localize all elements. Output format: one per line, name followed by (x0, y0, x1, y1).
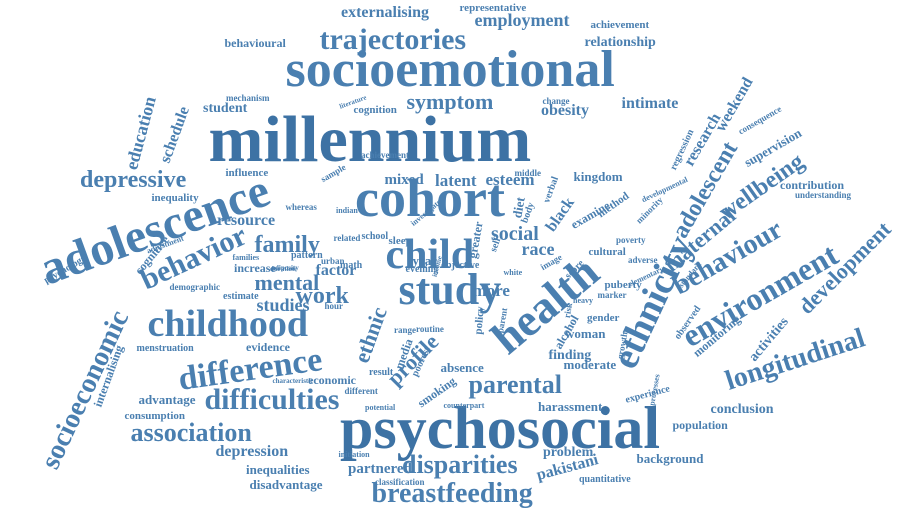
word-advantage: advantage (139, 393, 196, 406)
word-schedule: schedule (157, 105, 192, 166)
word-intimate: intimate (622, 96, 679, 112)
word-quantitative: quantitative (579, 475, 631, 485)
word-population: population (673, 419, 728, 431)
word-middle: middle (515, 169, 542, 178)
word-poverty: poverty (616, 236, 646, 245)
word-inequalities: inequalities (246, 463, 310, 476)
word-diet: diet (510, 196, 526, 219)
word-trajectories: trajectories (320, 25, 467, 55)
word-initiation: initiation (339, 451, 370, 459)
word-urban: urban (321, 257, 345, 266)
word-gender: gender (587, 313, 619, 324)
word-verbal: verbal (542, 176, 561, 205)
word-longitudinal: longitudinal (722, 324, 868, 395)
word-range: range (394, 326, 416, 335)
word-woman: woman (565, 327, 605, 340)
word-hour: hour (325, 302, 344, 311)
word-representative: representative (460, 3, 527, 14)
word-achievement: achievement (591, 20, 650, 31)
word-mechanism: mechanism (226, 94, 270, 103)
word-whereas: whereas (286, 203, 317, 212)
word-problem: problem (543, 446, 593, 460)
word-indian: indian (336, 207, 358, 215)
word-objective: objective (441, 261, 479, 271)
word-absence: absence (441, 361, 484, 374)
word-cultural: cultural (589, 247, 626, 258)
word-latent: latent (435, 172, 477, 189)
word-race: race (522, 240, 555, 258)
word-estimate: estimate (223, 292, 259, 302)
word-relationship: relationship (585, 36, 656, 50)
word-disparities: disparities (402, 452, 518, 478)
word-conclusion: conclusion (711, 403, 774, 417)
word-finding: finding (549, 349, 592, 363)
word-developmental: developmental (641, 176, 689, 204)
word-routine: routine (416, 325, 444, 334)
word-white: white (504, 269, 523, 277)
word-consequence: consequence (737, 104, 783, 136)
word-inequality: inequality (152, 193, 199, 204)
word-different: different (345, 387, 378, 396)
word-employment: employment (475, 11, 570, 29)
word-characteristic: characteristic (273, 378, 314, 385)
word-ethnic: ethnic (350, 304, 390, 366)
word-kingdom: kingdom (574, 170, 623, 183)
word-adverse: adverse (628, 256, 658, 265)
word-policy: policy (473, 306, 486, 335)
word-economic: economic (308, 374, 356, 386)
word-self: self (489, 236, 503, 253)
word-potential: potential (365, 404, 395, 412)
word-related: related (334, 234, 361, 243)
word-sleep: sleep (389, 236, 412, 247)
word-change: change (543, 97, 570, 106)
word-disadvantage: disadvantage (250, 478, 323, 491)
word-marker: marker (598, 291, 627, 300)
word-depressive: depressive (80, 168, 186, 192)
word-understanding: understanding (795, 191, 851, 200)
word-cohort: cohort (355, 171, 505, 225)
word-harassment: harassment (538, 400, 602, 413)
word-pattern: pattern (291, 251, 323, 261)
word-symptom: symptom (407, 91, 494, 113)
word-partnered: partnered (348, 462, 412, 477)
word-evidence: evidence (246, 341, 290, 353)
word-more: more (473, 282, 510, 299)
word-cognition: cognition (354, 105, 397, 116)
word-resource: resource (217, 213, 275, 229)
word-difficulties: difficulties (205, 385, 340, 415)
word-result: result (369, 368, 393, 378)
word-studies: studies (257, 296, 310, 314)
word-menstruation: menstruation (137, 344, 194, 354)
word-classification: classification (375, 478, 425, 487)
word-school: school (362, 232, 389, 242)
word-socioeconomic: socioeconomic (36, 307, 134, 474)
word-profile: profile (383, 330, 442, 389)
word-counterpart: counterpart (444, 402, 485, 410)
word-education: education (122, 94, 159, 171)
word-externalising: externalising (341, 5, 429, 21)
word-consumption: consumption (125, 411, 186, 422)
word-achievement: achievement (361, 151, 409, 160)
word-duration: duration (270, 266, 296, 273)
word-parental: parental (469, 372, 562, 398)
word-demographic: demographic (170, 283, 221, 292)
word-heavy: heavy (573, 297, 593, 305)
word-influence: influence (226, 168, 269, 179)
word-student: student (203, 102, 247, 116)
word-background: background (637, 452, 704, 465)
word-depression: depression (216, 444, 289, 460)
word-mixed: mixed (385, 173, 424, 188)
word-behavioural: behavioural (225, 37, 286, 49)
